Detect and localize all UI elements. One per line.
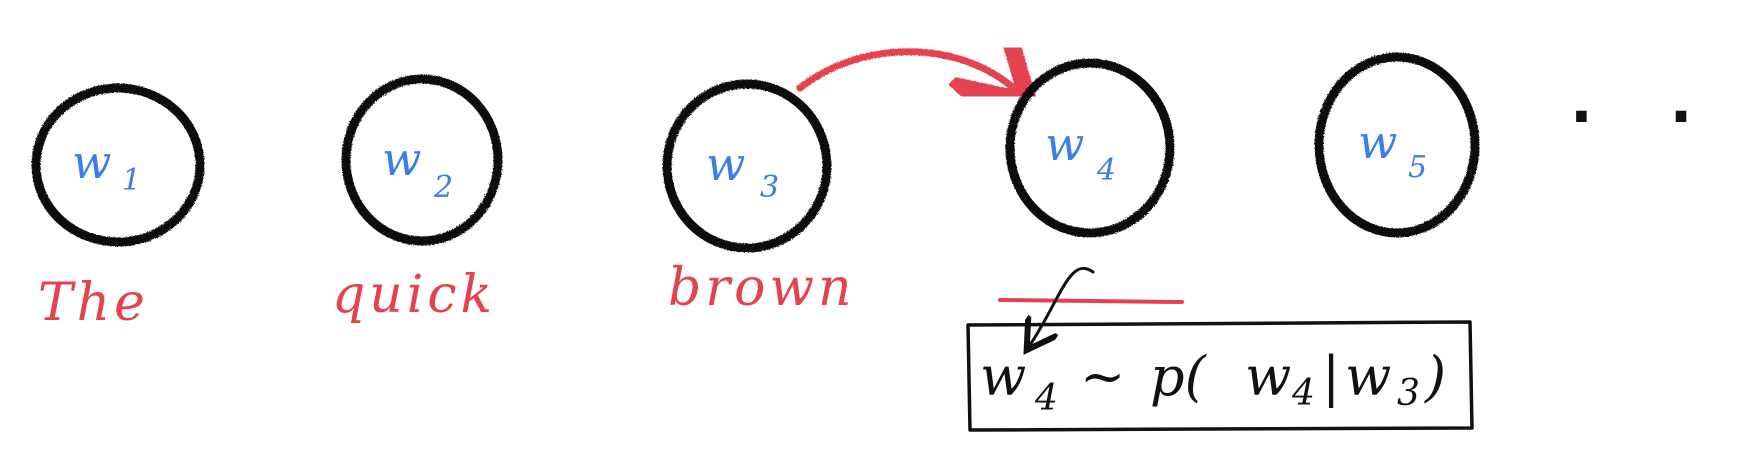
word-quick: quick <box>332 265 496 325</box>
node-subscript: 1 <box>122 163 141 198</box>
word-the: The <box>38 273 149 333</box>
dependency-arrow <box>796 52 1018 92</box>
node-circle <box>1005 58 1175 238</box>
node-w5: w 5 <box>1314 52 1480 238</box>
blank-line <box>998 298 1184 304</box>
node-label: w <box>382 132 421 186</box>
node-subscript: 2 <box>433 170 453 205</box>
node-circle <box>31 83 205 247</box>
formula-lhs-subscript: 4 <box>1034 378 1058 419</box>
formula-close: ) <box>1424 345 1446 408</box>
node-w1: w 1 <box>31 83 205 247</box>
word-brown: brown <box>668 258 855 318</box>
formula-bar: | <box>1322 345 1340 408</box>
node-label: w <box>706 137 745 191</box>
ellipsis: . . . <box>1570 67 1757 137</box>
node-subscript: 3 <box>760 170 779 205</box>
node-label: w <box>72 135 111 189</box>
formula-p-open: p( <box>1150 345 1208 408</box>
node-w2: w 2 <box>341 74 503 246</box>
formula-border <box>966 320 1474 432</box>
node-circle <box>662 79 832 253</box>
formula-arg-subscript: 4 <box>1291 373 1315 414</box>
node-circle <box>341 74 503 246</box>
node-subscript: 5 <box>1408 150 1427 185</box>
node-circle <box>1314 52 1480 238</box>
node-w4: w 4 <box>1005 58 1175 238</box>
formula-arg: w <box>1245 345 1291 408</box>
formula-cond-subscript: 3 <box>1397 373 1420 414</box>
node-subscript: 4 <box>1096 153 1116 188</box>
sample-arrow <box>1030 266 1095 345</box>
formula-lhs: w <box>980 345 1026 408</box>
node-w3: w 3 <box>662 79 832 253</box>
node-label: w <box>1045 117 1084 171</box>
node-label: w <box>1358 115 1397 169</box>
formula-tilde: ~ <box>1080 345 1125 408</box>
formula-box: w 4 ~ p( w 4 | w 3 ) <box>966 320 1474 432</box>
formula-cond: w <box>1345 345 1391 408</box>
